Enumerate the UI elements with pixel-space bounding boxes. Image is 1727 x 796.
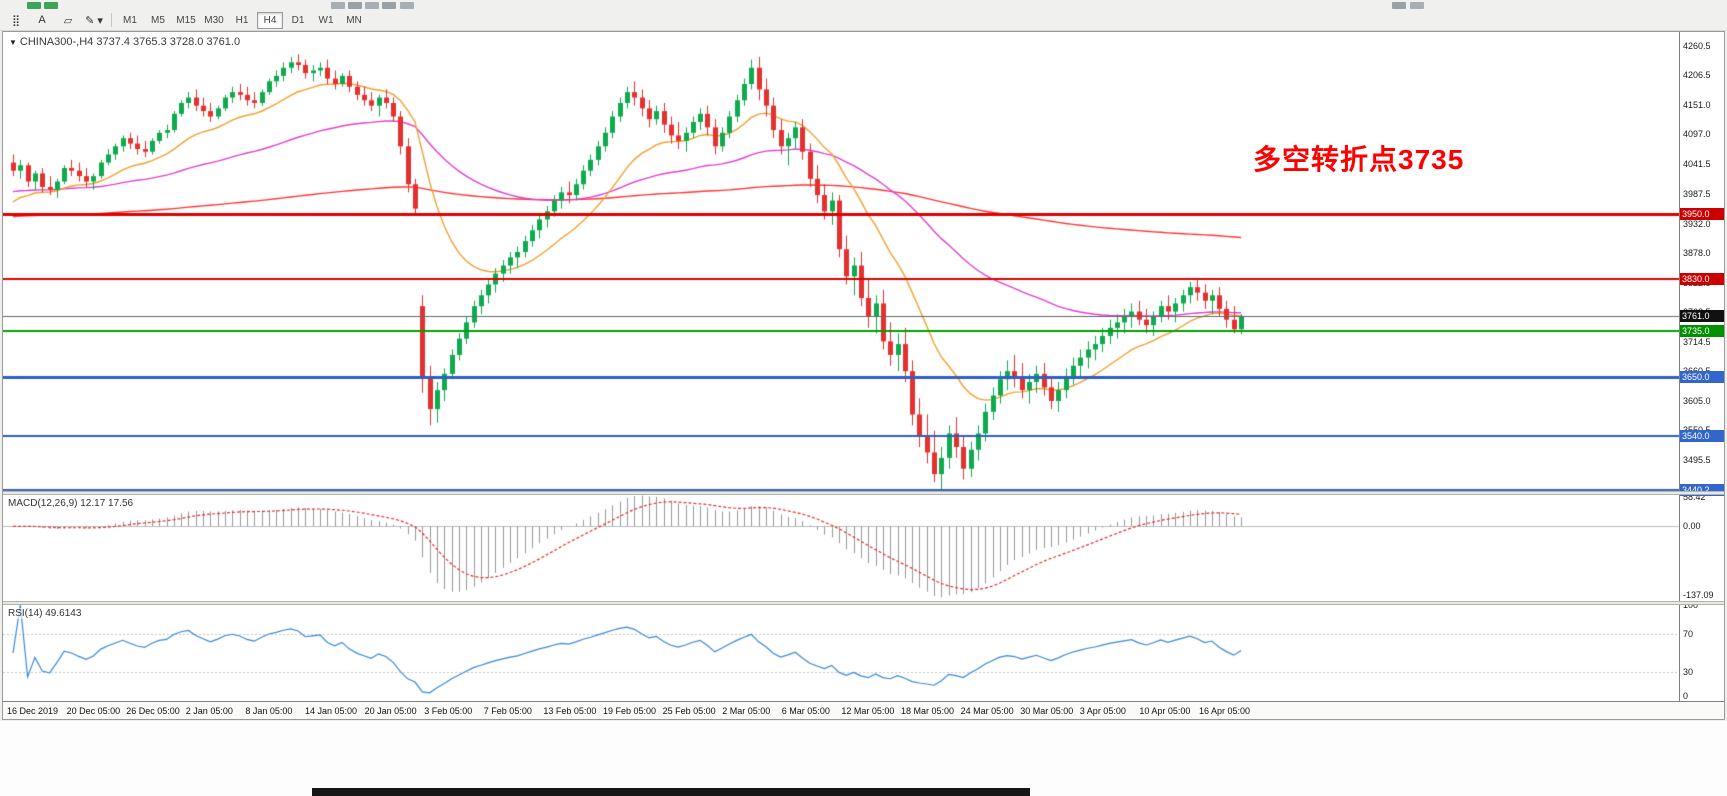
price-axis-label: 3987.5 [1683, 188, 1711, 199]
price-axis[interactable]: 4260.5 4206.5 4151.0 4097.0 4041.5 3987.5 3932… [1679, 32, 1724, 701]
macd-axis-label: -137.09 [1683, 589, 1714, 600]
timeframe-mn-button[interactable]: MN [346, 14, 362, 26]
timeframe-m15-button[interactable]: M15 [176, 14, 196, 26]
macd-axis-label: 58.42 [1683, 492, 1706, 503]
macd-label: MACD(12,26,9) 12.17 17.56 [8, 498, 134, 509]
timeframe-h4-button[interactable]: H4 [257, 11, 283, 29]
time-axis-label: 20 Jan 05:00 [364, 706, 417, 716]
rsi-axis-label: 100 [1683, 600, 1699, 610]
clipped-top-toolbar [0, 0, 1727, 10]
time-axis-label: 25 Feb 05:00 [662, 706, 716, 716]
clipped-icon [331, 2, 345, 9]
price-badge-3650-0: 3650.0 [1680, 370, 1724, 383]
rsi-axis-label: 30 [1683, 667, 1694, 678]
timeframe-group: M1 M5 M15 M30 H1 H4 D1 W1 MN [117, 11, 367, 29]
time-axis-label: 2 Jan 05:00 [185, 706, 233, 716]
price-axis-label: 3878.0 [1683, 248, 1711, 259]
rsi-axis-label: 70 [1683, 628, 1694, 639]
time-axis-label: 12 Mar 05:00 [841, 706, 895, 716]
time-axis-label: 19 Feb 05:00 [603, 706, 657, 716]
clipped-icon [348, 2, 362, 9]
timeframe-m5-button[interactable]: M5 [151, 14, 165, 26]
pane-separator-macd[interactable] [3, 491, 1724, 495]
time-axis-label: 2 Mar 05:00 [722, 706, 771, 716]
time-axis-label: 7 Feb 05:00 [483, 706, 532, 716]
rsi-label: RSI(14) 49.6143 [8, 608, 82, 619]
price-badge-3761-0: 3761.0 [1680, 310, 1724, 323]
drawing-tools-dropdown-button[interactable]: ✎ ▾ [85, 14, 103, 27]
price-axis-label: 4097.0 [1683, 129, 1711, 140]
time-axis-label: 13 Feb 05:00 [543, 706, 597, 716]
pane-separator-rsi[interactable] [3, 601, 1724, 605]
price-axis-label: 3714.5 [1683, 336, 1711, 347]
shapes-button[interactable]: ▱ [63, 14, 73, 27]
timeframe-d1-button[interactable]: D1 [291, 14, 305, 26]
price-axis-label: 3605.0 [1683, 395, 1711, 406]
collapse-triangle-icon[interactable]: ▼ [9, 38, 17, 47]
time-axis-label: 20 Dec 05:00 [66, 706, 121, 716]
chart-annotation-text: 多空转折点3735 [1253, 144, 1465, 175]
price-axis-label: 4260.5 [1683, 40, 1711, 51]
chart-toolbar: ⣿ A ▱ ✎ ▾ M1 M5 M15 M30 H1 H4 D1 W1 MN [0, 10, 1727, 31]
clipped-icon [1392, 2, 1406, 9]
price-badge-3950-0: 3950.0 [1680, 208, 1724, 221]
bottom-dark-strip [312, 788, 1030, 796]
timeframe-m30-button[interactable]: M30 [204, 14, 224, 26]
price-badge-3830-0: 3830.0 [1680, 273, 1724, 286]
rsi-axis-label: 0 [1683, 691, 1689, 701]
macd-axis-label: 0.00 [1683, 521, 1701, 532]
time-axis-label: 24 Mar 05:00 [960, 706, 1014, 716]
timeframe-w1-button[interactable]: W1 [318, 14, 334, 26]
time-axis-label: 14 Jan 05:00 [305, 706, 358, 716]
price-axis-label: 4041.5 [1683, 159, 1711, 170]
chart-window: 4260.5 4206.5 4151.0 4097.0 4041.5 3987.5 3932… [2, 31, 1725, 720]
price-badge-3540-0: 3540.0 [1680, 430, 1724, 443]
lower-blank-area [0, 721, 1727, 796]
price-axis-label: 3495.5 [1683, 455, 1711, 466]
time-axis-label: 8 Jan 05:00 [245, 706, 293, 716]
time-axis-label: 30 Mar 05:00 [1020, 706, 1074, 716]
time-axis-label: 16 Dec 2019 [7, 706, 59, 716]
clipped-icon [400, 2, 414, 9]
price-badge-3735-0: 3735.0 [1680, 324, 1724, 337]
tool-group: ⣿ A ▱ ✎ ▾ [4, 12, 106, 29]
clipped-icon [1410, 2, 1424, 9]
time-axis-label: 3 Apr 05:00 [1079, 706, 1126, 716]
chart-title: ▼ CHINA300-,H4 3737.4 3765.3 3728.0 3761.… [9, 36, 240, 48]
chart-title-text: CHINA300-,H4 3737.4 3765.3 3728.0 3761.0 [19, 36, 241, 48]
clipped-icon [382, 2, 396, 9]
time-axis-label: 26 Dec 05:00 [126, 706, 180, 716]
timeframe-h1-button[interactable]: H1 [235, 14, 249, 26]
time-axis-label: 16 Apr 05:00 [1199, 706, 1251, 716]
clipped-icon [44, 2, 58, 9]
chart-canvas[interactable] [3, 32, 1679, 701]
price-axis-label: 3932.0 [1683, 218, 1711, 229]
text-label-button[interactable]: A [38, 14, 46, 26]
time-axis-label: 3 Feb 05:00 [424, 706, 473, 716]
price-axis-label: 4206.5 [1683, 70, 1711, 81]
time-axis-label: 6 Mar 05:00 [781, 706, 830, 716]
clipped-icon [27, 2, 41, 9]
timeframe-m1-button[interactable]: M1 [123, 14, 137, 26]
grid-dots-button[interactable]: ⣿ [11, 14, 21, 27]
clipped-icon [365, 2, 379, 9]
price-axis-label: 4151.0 [1683, 100, 1711, 111]
toolbar-separator [111, 13, 112, 27]
time-axis[interactable]: 16 Dec 2019 20 Dec 05:00 26 Dec 05:00 2 Jan… [3, 701, 1724, 719]
time-axis-label: 18 Mar 05:00 [901, 706, 955, 716]
time-axis-label: 10 Apr 05:00 [1139, 706, 1191, 716]
